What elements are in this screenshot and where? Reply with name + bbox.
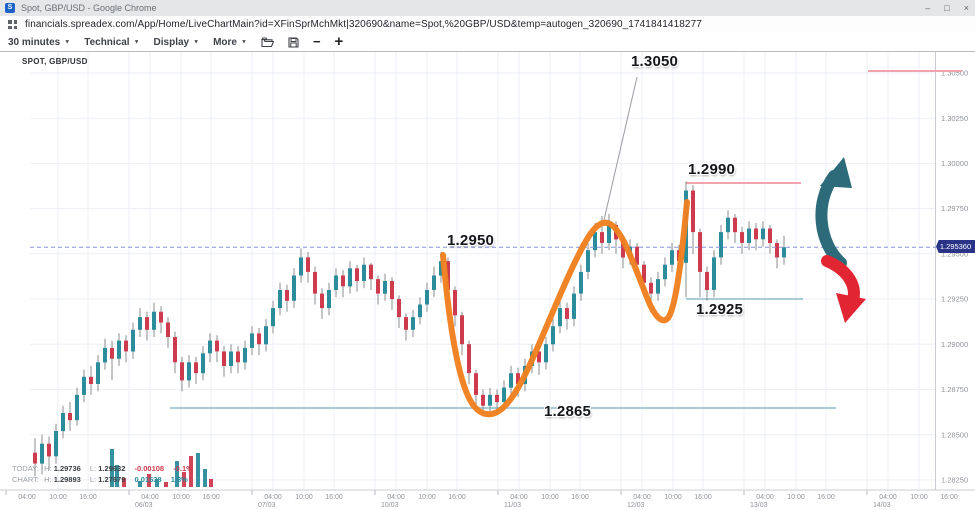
today-low: 1.29632 [98,464,126,473]
url-bar[interactable]: financials.spreadex.com/App/Home/LiveCha… [0,16,975,34]
svg-text:04:00: 04:00 [18,494,36,501]
svg-text:10:00: 10:00 [787,494,805,501]
url-text[interactable]: financials.spreadex.com/App/Home/LiveCha… [25,19,702,30]
price-legend: TODAY: H: 1.29736 L: 1.29632 -0.00108 -0… [12,464,193,485]
svg-text:16:00: 16:00 [325,494,343,501]
chart-change: 0.01638 [134,474,162,484]
svg-text:1.30250: 1.30250 [941,114,968,123]
svg-text:16:00: 16:00 [79,494,97,501]
svg-text:1.29750: 1.29750 [941,204,968,213]
annotation-1-2990[interactable]: 1.2990 [688,161,736,178]
svg-text:10:00: 10:00 [172,494,190,501]
svg-text:04:00: 04:00 [141,494,159,501]
save-icon[interactable] [288,36,299,48]
svg-text:10:00: 10:00 [295,494,313,501]
chevron-down-icon: ▼ [64,39,71,46]
spreadex-favicon: S [5,3,15,13]
svg-text:14/03: 14/03 [873,502,891,509]
svg-text:1.30000: 1.30000 [941,159,968,168]
chevron-down-icon: ▼ [240,39,247,46]
window-titlebar: S Spot, GBP/USD - Google Chrome – □ × [0,0,975,16]
today-change-pct: -0.1% [173,464,193,473]
svg-text:16:00: 16:00 [571,494,589,501]
svg-text:16:00: 16:00 [817,494,835,501]
svg-text:16:00: 16:00 [202,494,220,501]
svg-text:1.28250: 1.28250 [941,476,968,485]
svg-text:04:00: 04:00 [633,494,651,501]
open-folder-icon[interactable] [261,36,274,48]
interval-dropdown[interactable]: 30 minutes ▼ [8,36,71,48]
chart-toolbar: 30 minutes ▼ Technical ▼ Display ▼ More … [0,33,975,52]
annotation-1-2865[interactable]: 1.2865 [544,403,592,420]
svg-text:1.29500: 1.29500 [941,249,968,258]
window-title: Spot, GBP/USD - Google Chrome [21,3,157,13]
svg-text:10:00: 10:00 [541,494,559,501]
svg-text:04:00: 04:00 [756,494,774,501]
zoom-out-button[interactable]: − [312,34,321,49]
svg-text:06/03: 06/03 [135,502,153,509]
svg-text:1.28500: 1.28500 [941,430,968,439]
more-dropdown[interactable]: More ▼ [213,36,247,48]
candlestick-chart[interactable]: 1.30500 1.30250 1.30000 1.29750 1.29500 1.292… [0,51,975,510]
chevron-down-icon: ▼ [133,39,140,46]
svg-text:10:00: 10:00 [664,494,682,501]
svg-text:1.29250: 1.29250 [941,295,968,304]
today-high: 1.29736 [53,464,81,473]
maximize-button[interactable]: □ [944,3,950,13]
svg-text:07/03: 07/03 [258,502,276,509]
annotation-1-3050[interactable]: 1.3050 [631,53,679,70]
svg-text:12/03: 12/03 [627,502,645,509]
technical-dropdown[interactable]: Technical ▼ [84,36,140,48]
svg-text:04:00: 04:00 [879,494,897,501]
svg-text:11/03: 11/03 [504,502,521,509]
chart-low: 1.27679 [98,474,126,484]
chart-high: 1.29893 [53,474,81,484]
svg-text:13/03: 13/03 [750,502,768,509]
svg-text:10:00: 10:00 [418,494,436,501]
svg-text:16:00: 16:00 [694,494,712,501]
annotation-1-2925[interactable]: 1.2925 [696,301,744,318]
svg-text:10:00: 10:00 [910,494,928,501]
display-dropdown[interactable]: Display ▼ [153,36,200,48]
minimize-button[interactable]: – [925,3,931,13]
annotation-1-2950[interactable]: 1.2950 [447,232,495,249]
svg-text:16:00: 16:00 [448,494,466,501]
svg-text:10:00: 10:00 [49,494,67,501]
site-icon [8,20,17,29]
svg-text:04:00: 04:00 [264,494,282,501]
svg-text:1.30500: 1.30500 [941,69,968,78]
instrument-label: SPOT, GBP/USD [22,57,88,66]
svg-text:10/03: 10/03 [381,502,399,509]
chart-change-pct: 1.3% [170,474,188,484]
chevron-down-icon: ▼ [193,39,200,46]
svg-text:1.28750: 1.28750 [941,385,968,394]
legend-row-today: TODAY: H: 1.29736 L: 1.29632 -0.00108 -0… [12,464,193,473]
svg-text:04:00: 04:00 [387,494,405,501]
svg-text:16:00: 16:00 [940,494,958,501]
svg-text:04:00: 04:00 [510,494,528,501]
current-price-badge: 1.295360 [936,240,975,253]
svg-text:1.29000: 1.29000 [941,340,968,349]
close-button[interactable]: × [963,3,969,13]
zoom-in-button[interactable]: + [334,33,344,50]
today-change: -0.00108 [134,464,165,473]
legend-row-chart: CHART: H: 1.29893 L: 1.27679 0.01638 1.3… [12,474,188,484]
